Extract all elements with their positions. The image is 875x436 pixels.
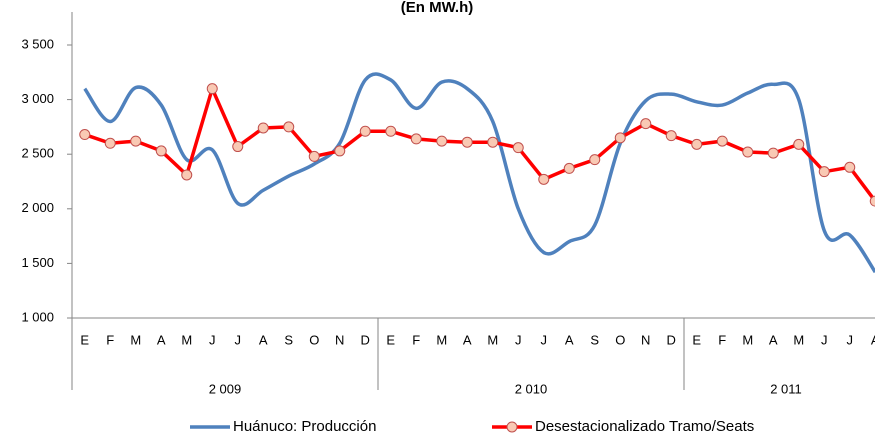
x-tick-label: E [80,332,89,347]
point [716,135,728,147]
point [844,161,856,173]
group-label: 2 010 [515,381,548,396]
point [589,154,601,166]
x-tick-label: J [541,332,548,347]
x-tick-label: J [847,332,854,347]
x-tick-label: S [590,332,599,347]
x-tick-label: J [209,332,216,347]
point [742,146,754,158]
point [181,169,193,181]
x-tick-label: A [769,332,778,347]
y-tick-label: 3 500 [21,36,54,51]
x-tick-label: A [259,332,268,347]
point [79,129,91,141]
x-tick-label: A [565,332,574,347]
x-tick-label: M [181,332,192,347]
x-tick-label: D [361,332,370,347]
y-tick-label: 3 000 [21,91,54,106]
group-label: 2 011 [770,381,802,396]
point [461,136,473,148]
series-line [84,83,875,203]
y-tick-label: 1 500 [21,255,54,270]
point [614,132,626,144]
y-tick-label: 2 000 [21,200,54,215]
point [512,142,524,154]
x-tick-label: F [412,332,420,347]
point [869,195,875,207]
x-tick-label: J [515,332,522,347]
point [767,147,779,159]
x-tick-label: O [615,332,625,347]
x-tick-label: M [487,332,498,347]
point [232,141,244,153]
point [665,130,677,142]
point [283,121,295,133]
legend-label: Huánuco: Producción [233,418,376,435]
x-tick-label: J [821,332,828,347]
group-label: 2 009 [209,381,242,396]
y-tick-label: 1 000 [21,309,54,324]
point [130,135,142,147]
point [436,135,448,147]
point [334,145,346,157]
x-tick-label: M [742,332,753,347]
x-tick-label: M [130,332,141,347]
point [818,166,830,178]
point [155,145,167,157]
x-tick-label: D [667,332,676,347]
point [640,118,652,130]
x-tick-label: N [641,332,650,347]
point [691,138,703,150]
point [385,125,397,137]
point [359,125,371,137]
point [206,83,218,95]
x-tick-label: M [436,332,447,347]
x-tick-label: A [157,332,166,347]
point [563,162,575,174]
x-tick-label: E [692,332,701,347]
point [793,138,805,150]
x-tick-label: F [718,332,726,347]
x-tick-label: A [871,332,875,347]
legend-label: Desestacionalizado Tramo/Seats [535,418,754,435]
x-tick-label: S [284,332,293,347]
series-line [83,72,875,274]
legend-marker [506,421,518,433]
x-tick-label: A [463,332,472,347]
x-tick-label: J [235,332,242,347]
x-tick-label: O [309,332,319,347]
x-tick-label: N [335,332,344,347]
point [308,150,320,162]
y-tick-label: 2 500 [21,146,54,161]
point [538,173,550,185]
point [410,133,422,145]
chart-title: (En MW.h) [401,0,473,16]
point [104,137,116,149]
x-tick-label: F [106,332,114,347]
x-tick-label: M [793,332,804,347]
point [257,122,269,134]
x-tick-label: E [386,332,395,347]
point [487,136,499,148]
